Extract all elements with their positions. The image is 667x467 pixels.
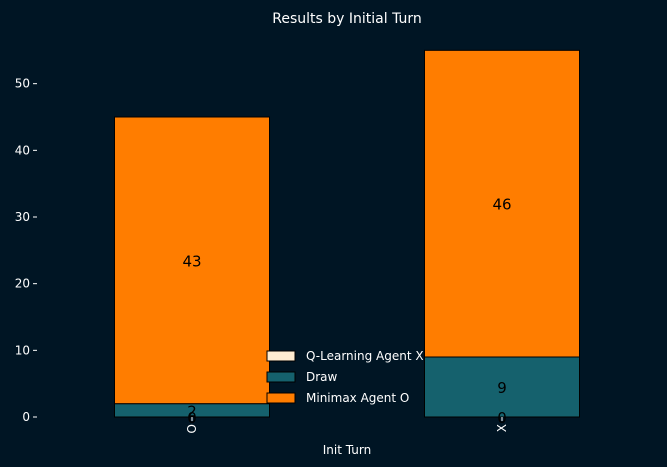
x-axis-label: Init Turn [323,443,371,457]
data-label-X-series-1: 9 [497,379,507,397]
y-tick-label: 30 [15,210,30,224]
legend-label-0: Q-Learning Agent X [306,349,424,363]
y-tick-label: 10 [15,343,30,357]
y-axis: 0 10 20 30 40 50 [15,77,37,424]
legend: Q-Learning Agent X Draw Minimax Agent O [266,349,424,405]
y-tick-label: 40 [15,143,30,157]
bars-layer [114,49,580,418]
legend-label-2: Minimax Agent O [306,391,409,405]
data-label-O-series-1: 2 [187,402,197,420]
legend-swatch-1 [266,371,296,383]
y-tick-label: 50 [15,77,30,91]
legend-swatch-2 [266,392,296,404]
y-tick-label: 0 [22,410,30,424]
legend-label-1: Draw [306,370,338,384]
data-label-O-series-2: 43 [182,252,201,270]
bar-O-series-2 [114,116,270,405]
x-tick-label: X [495,424,509,432]
chart-title: Results by Initial Turn [272,11,422,27]
legend-swatch-0 [266,350,296,362]
x-tick-label: O [185,424,199,433]
y-tick-label: 20 [15,277,30,291]
bar-X-series-2 [424,49,580,358]
data-label-X-series-2: 46 [492,196,511,214]
